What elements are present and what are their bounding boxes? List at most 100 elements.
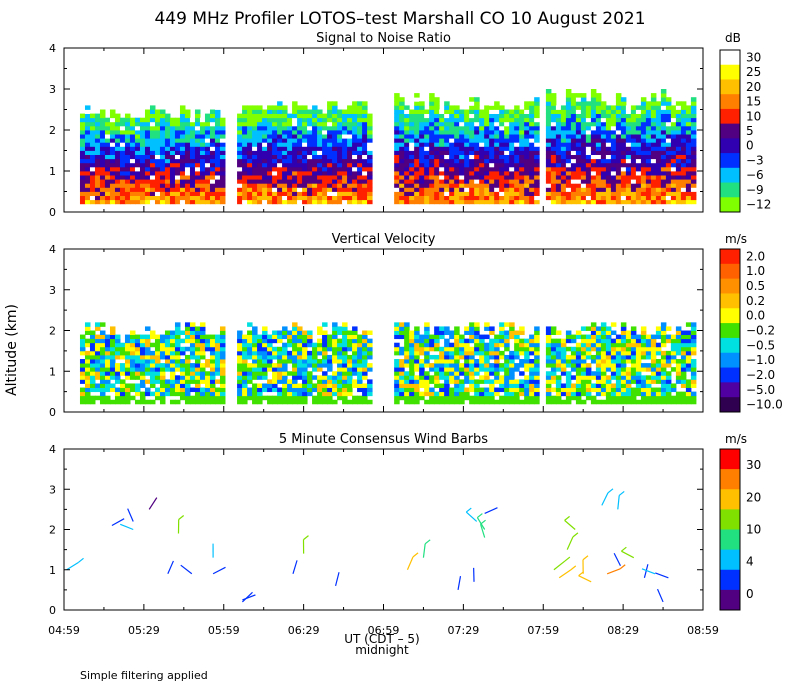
heatmap-cell	[494, 134, 500, 139]
heatmap-cell	[307, 342, 313, 348]
heatmap-cell	[655, 134, 662, 139]
heatmap-cell	[104, 367, 111, 372]
heatmap-cell	[600, 359, 607, 364]
heatmap-cell	[84, 387, 91, 393]
heatmap-cell	[444, 154, 450, 160]
heatmap-cell	[565, 130, 572, 135]
heatmap-cell	[454, 117, 460, 123]
heatmap-cell	[362, 371, 368, 376]
heatmap-cell	[79, 350, 86, 356]
heatmap-cell	[242, 158, 248, 164]
heatmap-cell	[439, 399, 445, 405]
heatmap-cell	[322, 363, 328, 368]
heatmap-cell	[519, 359, 525, 364]
heatmap-cell	[352, 350, 358, 356]
heatmap-cell	[169, 183, 176, 188]
heatmap-cell	[252, 363, 258, 368]
heatmap-cell	[424, 354, 430, 360]
heatmap-cell	[665, 130, 672, 135]
heatmap-cell	[347, 113, 353, 119]
heatmap-cell	[479, 363, 485, 368]
colorbar-label: −6	[746, 168, 764, 182]
heatmap-cell	[164, 130, 171, 135]
heatmap-cell	[189, 363, 196, 368]
heatmap-cell	[625, 342, 632, 348]
heatmap-cell	[570, 346, 577, 352]
heatmap-cell	[144, 146, 151, 151]
heatmap-cell	[449, 367, 455, 372]
footnote: Simple filtering applied	[80, 669, 208, 682]
heatmap-cell	[292, 142, 298, 147]
heatmap-cell	[342, 191, 348, 196]
wind-barb	[479, 523, 486, 538]
heatmap-cell	[282, 171, 288, 176]
heatmap-cell	[169, 338, 176, 344]
heatmap-cell	[555, 134, 562, 139]
heatmap-cell	[690, 109, 697, 114]
heatmap-cell	[84, 199, 91, 205]
heatmap-cell	[297, 199, 303, 205]
heatmap-cell	[352, 199, 358, 205]
heatmap-cell	[600, 338, 607, 344]
heatmap-cell	[119, 379, 126, 384]
heatmap-cell	[524, 395, 530, 401]
heatmap-cell	[665, 350, 672, 356]
heatmap-cell	[149, 399, 156, 405]
heatmap-cell	[555, 367, 562, 372]
heatmap-cell	[454, 146, 460, 151]
heatmap-cell	[660, 195, 667, 201]
heatmap-cell	[94, 171, 101, 176]
heatmap-cell	[337, 175, 343, 180]
heatmap-cell	[494, 101, 500, 106]
heatmap-cell	[342, 375, 348, 380]
heatmap-cell	[570, 363, 577, 368]
heatmap-cell	[680, 125, 687, 131]
heatmap-cell	[469, 187, 475, 192]
heatmap-cell	[159, 338, 166, 344]
heatmap-cell	[595, 146, 602, 151]
heatmap-cell	[650, 125, 657, 131]
y-tick-label: 4	[49, 243, 56, 256]
heatmap-cell	[302, 187, 308, 192]
heatmap-cell	[267, 179, 273, 184]
heatmap-cell	[337, 138, 343, 143]
heatmap-cell	[209, 391, 216, 397]
heatmap-cell	[615, 342, 622, 348]
heatmap-cell	[89, 346, 96, 352]
heatmap-cell	[139, 179, 146, 184]
heatmap-cell	[499, 387, 505, 393]
heatmap-cell	[194, 113, 201, 119]
heatmap-cell	[252, 125, 258, 131]
heatmap-cell	[529, 350, 535, 356]
heatmap-cell	[209, 142, 216, 147]
heatmap-cell	[179, 330, 186, 335]
heatmap-cell	[189, 154, 196, 160]
heatmap-cell	[347, 162, 353, 168]
heatmap-cell	[429, 191, 435, 196]
heatmap-cell	[332, 326, 338, 331]
heatmap-cell	[509, 166, 515, 172]
heatmap-cell	[139, 130, 146, 135]
heatmap-cell	[312, 354, 318, 360]
colorbar-swatch	[720, 549, 740, 571]
heatmap-cell	[484, 195, 490, 201]
heatmap-cell	[267, 109, 273, 114]
heatmap-cell	[645, 346, 652, 352]
heatmap-cell	[404, 162, 410, 168]
heatmap-cell	[399, 359, 405, 364]
heatmap-cell	[307, 387, 313, 393]
heatmap-cell	[474, 199, 480, 205]
heatmap-cell	[474, 395, 480, 401]
heatmap-cell	[459, 113, 465, 119]
heatmap-cell	[650, 97, 657, 102]
heatmap-cell	[214, 171, 221, 176]
heatmap-cell	[645, 142, 652, 147]
heatmap-cell	[159, 117, 166, 123]
heatmap-cell	[242, 105, 248, 110]
heatmap-cell	[605, 399, 612, 405]
heatmap-cell	[189, 179, 196, 184]
heatmap-cell	[419, 130, 425, 135]
heatmap-cell	[287, 150, 293, 155]
heatmap-cell	[277, 195, 283, 201]
heatmap-cell	[550, 330, 557, 335]
